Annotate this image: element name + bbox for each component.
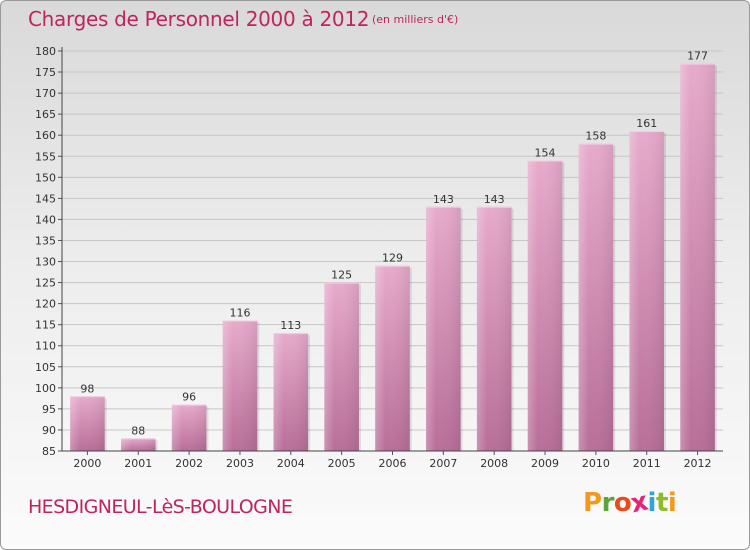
x-tick-label: 2010 xyxy=(582,457,610,470)
bar-value-label: 161 xyxy=(636,117,657,130)
bar-highlight xyxy=(680,63,715,451)
bar-value-label: 177 xyxy=(687,50,708,63)
bar-value-label: 88 xyxy=(131,424,145,437)
x-tick-label: 2001 xyxy=(124,457,152,470)
bar-highlight xyxy=(578,143,614,451)
logo-letter: P xyxy=(583,488,602,518)
bar-highlight xyxy=(629,131,665,451)
x-tick-label: 2006 xyxy=(379,457,407,470)
bar-highlight xyxy=(426,206,461,451)
logo-letter: o xyxy=(613,488,632,518)
x-tick-label: 2012 xyxy=(684,457,712,470)
x-tick-label: 2008 xyxy=(480,457,508,470)
logo-letter: i xyxy=(667,488,677,518)
logo-letter: t xyxy=(655,488,668,518)
y-tick-label: 100 xyxy=(35,382,56,395)
y-tick-label: 90 xyxy=(42,424,56,437)
x-tick-label: 2003 xyxy=(226,457,254,470)
y-tick-label: 115 xyxy=(35,319,56,332)
bar-highlight xyxy=(476,206,512,451)
bar-value-label: 96 xyxy=(182,391,196,404)
chart-title: Charges de Personnel 2000 à 2012 xyxy=(28,7,370,31)
bar-value-label: 143 xyxy=(484,193,505,206)
bar-value-label: 143 xyxy=(433,193,454,206)
x-tick-label: 2005 xyxy=(328,457,356,470)
y-tick-label: 85 xyxy=(42,445,56,458)
chart-subtitle: (en milliers d'€) xyxy=(372,13,459,26)
x-tick-label: 2002 xyxy=(175,457,203,470)
bar-value-label: 98 xyxy=(80,382,94,395)
bar-highlight xyxy=(120,438,156,451)
y-tick-label: 135 xyxy=(35,234,56,247)
x-tick-label: 2004 xyxy=(277,457,305,470)
y-tick-label: 160 xyxy=(35,129,56,142)
x-tick-label: 2007 xyxy=(429,457,457,470)
bar-value-label: 113 xyxy=(280,319,301,332)
y-tick-label: 95 xyxy=(42,403,56,416)
bar-highlight xyxy=(273,333,309,451)
x-tick-label: 2011 xyxy=(633,457,661,470)
bar-highlight xyxy=(70,396,105,451)
bar-highlight xyxy=(324,282,359,451)
bar-value-label: 158 xyxy=(585,130,606,143)
x-tick-label: 2009 xyxy=(531,457,559,470)
y-tick-label: 165 xyxy=(35,108,56,121)
y-tick-label: 155 xyxy=(35,150,56,163)
logo-letter: i xyxy=(647,488,657,518)
bar-highlight xyxy=(527,160,563,451)
y-tick-label: 125 xyxy=(35,277,56,290)
y-tick-label: 120 xyxy=(35,298,56,311)
y-tick-label: 180 xyxy=(35,45,56,58)
bar-value-label: 125 xyxy=(331,269,352,282)
bar-highlight xyxy=(171,404,207,451)
y-tick-label: 145 xyxy=(35,192,56,205)
logo-letter: r xyxy=(601,488,615,518)
bar-highlight xyxy=(375,265,410,451)
y-tick-label: 170 xyxy=(35,87,56,100)
y-tick-label: 110 xyxy=(35,340,56,353)
y-tick-label: 140 xyxy=(35,213,56,226)
y-tick-label: 130 xyxy=(35,256,56,269)
x-tick-label: 2000 xyxy=(73,457,101,470)
bar-value-label: 154 xyxy=(535,146,556,159)
y-tick-label: 105 xyxy=(35,361,56,374)
y-tick-label: 175 xyxy=(35,66,56,79)
bar-highlight xyxy=(222,320,258,451)
town-name: HESDIGNEUL-LèS-BOULOGNE xyxy=(28,496,293,518)
proxiti-logo: Proxiti xyxy=(583,487,677,520)
bar-value-label: 116 xyxy=(229,306,250,319)
bar-value-label: 129 xyxy=(382,252,403,265)
y-tick-label: 150 xyxy=(35,171,56,184)
